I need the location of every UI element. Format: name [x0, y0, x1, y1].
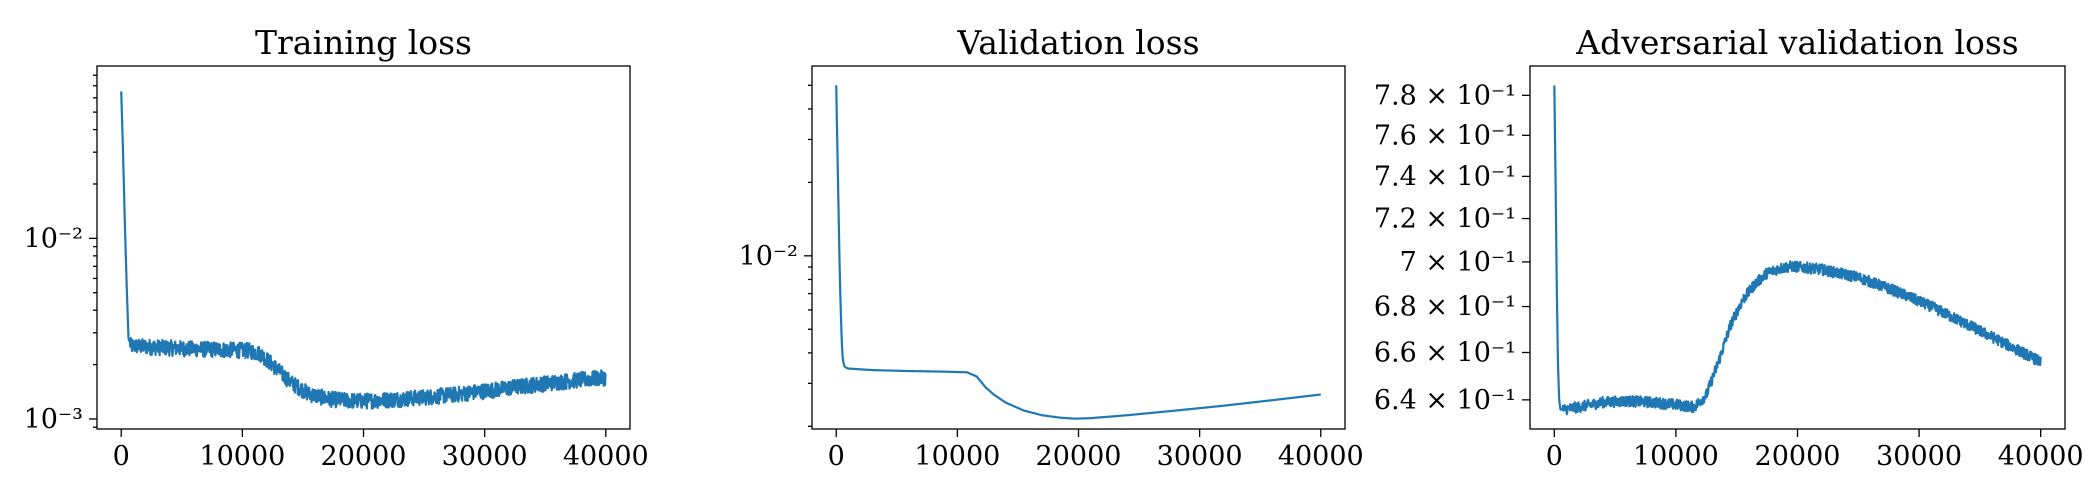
series-line-1 [1553, 85, 2042, 416]
y-tick-label: 10⁻³ [24, 404, 83, 435]
panel-title: Validation loss [956, 23, 1199, 62]
y-tick-label: 6.4 × 10⁻¹ [1374, 385, 1516, 416]
series-line-1 [120, 91, 607, 410]
x-tick-label: 20000 [1036, 441, 1122, 472]
x-tick-label: 10000 [1633, 441, 1719, 472]
y-tick-label: 10⁻² [739, 241, 798, 272]
panel-2: Validation loss 0 10000 20000 30000 40000 10⁻² [739, 23, 1364, 472]
y-tick-label: 10⁻² [24, 223, 83, 254]
y-tick-label: 7.6 × 10⁻¹ [1374, 120, 1516, 151]
y-tick-label: 6.8 × 10⁻¹ [1374, 292, 1516, 323]
x-tick-label: 20000 [321, 441, 407, 472]
x-tick-label: 30000 [1157, 441, 1243, 472]
x-tick-label: 30000 [442, 441, 528, 472]
y-tick-label: 7.8 × 10⁻¹ [1374, 80, 1516, 111]
plot-frame [96, 65, 631, 430]
plot-frame [811, 65, 1346, 430]
panel-title: Training loss [255, 23, 472, 62]
plot-frame [1529, 65, 2066, 430]
x-tick-label: 40000 [1278, 441, 1364, 472]
x-tick-label: 40000 [1998, 441, 2084, 472]
panel-title: Adversarial validation loss [1575, 23, 2019, 62]
x-tick-label: 30000 [1876, 441, 1962, 472]
y-tick-label: 7 × 10⁻¹ [1400, 247, 1516, 278]
x-tick-label: 20000 [1755, 441, 1841, 472]
series-line-1 [835, 85, 1322, 420]
x-tick-label: 0 [113, 441, 130, 472]
x-tick-label: 10000 [914, 441, 1000, 472]
y-tick-label: 7.4 × 10⁻¹ [1374, 161, 1516, 192]
panel-1: Training loss 0 10000 20000 30000 40000 10⁻² 10… [24, 23, 649, 472]
x-tick-label: 0 [1546, 441, 1563, 472]
y-tick-label: 6.6 × 10⁻¹ [1374, 337, 1516, 368]
y-tick-label: 7.2 × 10⁻¹ [1374, 204, 1516, 235]
panel-3: Adversarial validation loss 0 10000 20000 30… [1374, 23, 2084, 472]
x-tick-label: 40000 [563, 441, 649, 472]
x-tick-label: 0 [828, 441, 845, 472]
x-tick-label: 10000 [199, 441, 285, 472]
